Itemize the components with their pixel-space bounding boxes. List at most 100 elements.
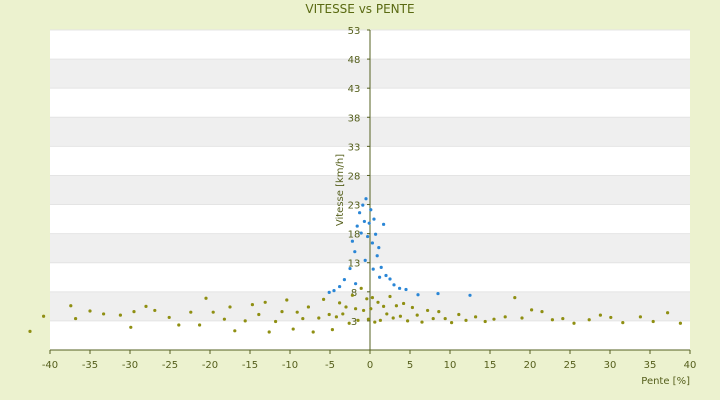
data-point <box>42 314 46 318</box>
data-point <box>354 282 358 286</box>
x-tick-label: -25 <box>162 360 178 371</box>
data-point <box>437 310 441 314</box>
data-point <box>374 232 378 236</box>
data-point <box>492 317 496 321</box>
x-tick-label: 15 <box>484 360 497 371</box>
data-point <box>330 328 334 332</box>
data-point <box>257 312 261 317</box>
data-point <box>263 300 267 304</box>
x-tick-label: -30 <box>122 360 138 371</box>
y-tick-label: 33 <box>348 142 361 153</box>
data-point <box>341 312 345 316</box>
data-point <box>356 318 360 322</box>
data-point <box>364 197 368 201</box>
data-point <box>295 310 299 314</box>
data-point <box>377 246 381 250</box>
data-point <box>342 278 346 282</box>
data-point <box>153 308 157 313</box>
data-point <box>350 293 354 297</box>
y-tick-label: 48 <box>348 55 361 66</box>
data-point <box>398 286 402 290</box>
y-tick-label: 53 <box>348 26 361 37</box>
data-point <box>280 310 284 314</box>
data-point <box>638 315 643 319</box>
data-point <box>334 315 338 319</box>
x-tick-label: 10 <box>444 360 457 371</box>
data-point <box>311 330 315 334</box>
data-point <box>678 321 683 325</box>
data-point <box>144 304 148 308</box>
data-point <box>291 327 295 331</box>
data-point <box>358 211 362 215</box>
data-point <box>468 293 472 297</box>
data-point <box>436 291 440 296</box>
data-point <box>378 275 382 279</box>
data-point <box>189 310 193 314</box>
data-point <box>550 318 555 322</box>
data-point <box>211 310 215 314</box>
data-point <box>285 298 289 302</box>
data-point <box>132 310 136 314</box>
data-point <box>406 319 410 323</box>
x-tick-label: 30 <box>604 360 617 371</box>
data-point <box>198 323 202 327</box>
data-point <box>372 217 376 221</box>
data-point <box>332 289 336 293</box>
data-point <box>609 315 613 320</box>
data-point <box>415 313 419 317</box>
data-point <box>572 321 576 325</box>
x-tick-label: 0 <box>367 360 373 371</box>
data-point <box>513 296 517 300</box>
x-tick-label: -20 <box>202 360 218 371</box>
data-point <box>392 283 396 287</box>
data-point <box>379 265 383 269</box>
data-point <box>88 309 92 313</box>
data-point <box>74 316 78 321</box>
data-point <box>416 293 420 297</box>
data-point <box>426 308 430 313</box>
chart-title: VITESSE vs PENTE <box>305 2 415 16</box>
data-point <box>317 316 321 320</box>
data-point <box>327 312 331 317</box>
data-point <box>354 307 358 311</box>
data-point <box>204 296 208 300</box>
data-point <box>376 300 380 304</box>
data-point <box>369 208 373 212</box>
data-point <box>474 315 478 319</box>
y-tick-label: 38 <box>348 113 361 124</box>
data-point <box>375 254 379 258</box>
data-point <box>464 318 468 322</box>
data-point <box>382 304 386 308</box>
y-tick-label: 23 <box>348 201 361 212</box>
data-point <box>363 258 367 262</box>
data-point <box>420 320 424 324</box>
y-tick-label: 3 <box>351 317 357 328</box>
data-point <box>250 303 254 307</box>
data-point <box>359 286 363 290</box>
x-tick-label: -10 <box>282 360 298 371</box>
data-point <box>443 316 447 321</box>
x-tick-label: -35 <box>82 360 98 371</box>
data-point <box>362 219 366 224</box>
x-axis-label: Pente [%] <box>641 376 690 387</box>
x-tick-label: -5 <box>325 360 335 371</box>
data-point <box>267 330 271 334</box>
data-point <box>350 239 354 243</box>
data-point <box>587 318 591 322</box>
data-point <box>373 320 377 324</box>
data-point <box>457 312 461 317</box>
data-point <box>370 296 374 300</box>
data-point <box>274 319 278 324</box>
x-tick-label: 20 <box>524 360 537 371</box>
data-point <box>222 317 226 321</box>
data-point <box>371 267 375 271</box>
data-point <box>503 315 507 319</box>
y-tick-label: 43 <box>348 84 361 95</box>
data-point <box>651 319 655 324</box>
data-point <box>102 312 106 316</box>
y-tick-label: 13 <box>348 259 361 270</box>
y-tick-label: 28 <box>348 171 361 182</box>
x-tick-label: 40 <box>684 360 697 371</box>
data-point <box>344 305 348 309</box>
